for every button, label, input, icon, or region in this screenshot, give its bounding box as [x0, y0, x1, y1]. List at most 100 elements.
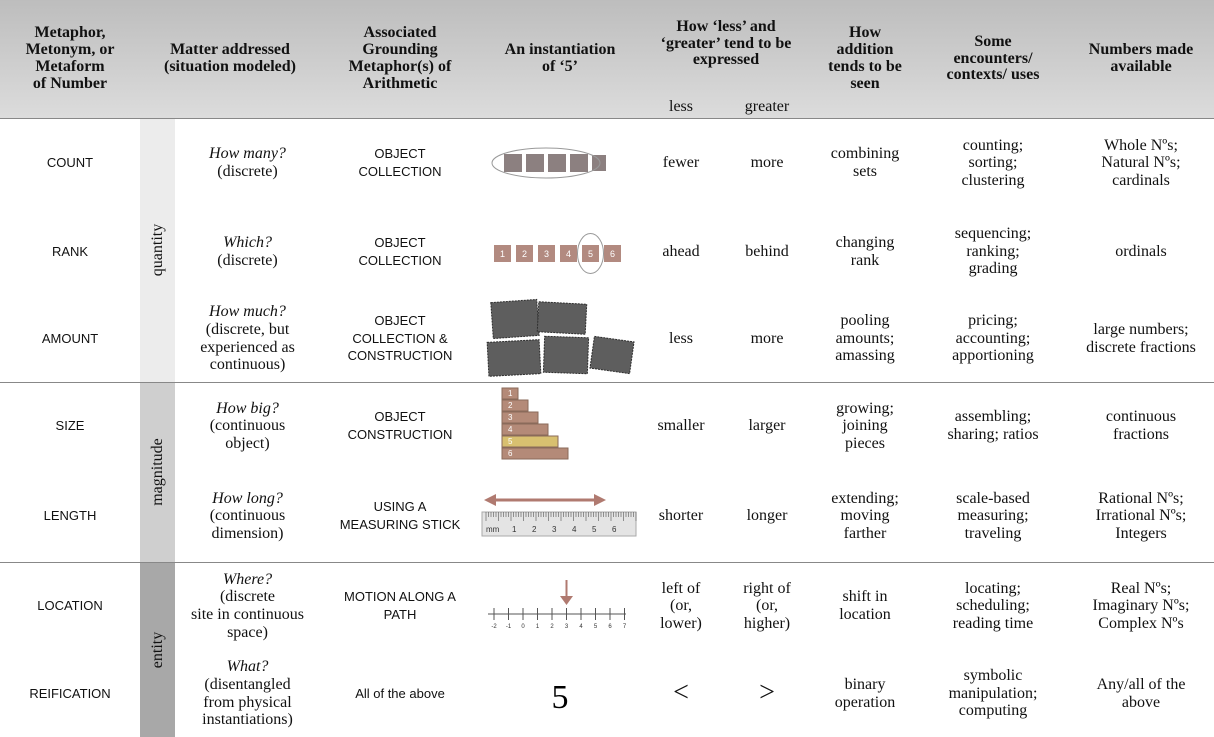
encounters-line: counting; — [962, 136, 1024, 154]
encounters-line: symbolic — [963, 667, 1023, 685]
matter-cell: Which? (discrete) — [175, 208, 320, 295]
size-block — [501, 423, 549, 436]
header-line: tends to be — [828, 58, 902, 75]
illustration-label: 4 — [579, 624, 583, 630]
illustration-label: 5 — [508, 437, 513, 446]
less-cell: < — [640, 650, 722, 737]
illustration-label: -2 — [491, 624, 497, 630]
numbers-line: discrete fractions — [1086, 338, 1196, 356]
header-line: of Number — [32, 74, 108, 92]
object — [548, 154, 566, 172]
addition-line: growing; — [836, 399, 894, 417]
pointer-head — [560, 596, 573, 605]
illustration: 1 2 3 4 5 6 — [494, 233, 621, 274]
numbers-line: Whole Nºs; — [1104, 136, 1178, 154]
matter-detail: instantiations) — [202, 711, 293, 729]
object — [592, 155, 606, 171]
encounters-cell: counting; sorting; clustering — [918, 118, 1068, 208]
grounding-line: PATH — [383, 607, 417, 622]
illustration-label: 6 — [612, 525, 617, 534]
numbers-line: Rational Nºs; — [1098, 489, 1184, 507]
size-block — [501, 447, 569, 460]
greater-cell: more — [722, 295, 812, 382]
encounters-cell: pricing; accounting; apportioning — [918, 295, 1068, 382]
numbers-line: large numbers; — [1093, 320, 1189, 338]
illustration-label: 1 — [512, 525, 517, 534]
addition-cell: shift in location — [812, 562, 918, 650]
illustration-label: 3 — [508, 413, 513, 422]
grounding-line: COLLECTION & — [352, 330, 448, 346]
header-line: Metonym, or — [25, 41, 115, 59]
matter-cell: How much? (discrete, but experienced as con… — [175, 295, 320, 382]
illustration-label: 0 — [521, 624, 525, 630]
size-block — [501, 387, 519, 400]
numbers-cell: large numbers; discrete fractions — [1068, 295, 1214, 382]
row-name-cell: RANK — [0, 208, 140, 295]
less-cell: shorter — [640, 470, 722, 562]
greater-cell: more — [722, 118, 812, 208]
subheader: less — [640, 96, 722, 118]
row-name: COUNT — [46, 155, 94, 171]
numbers-line: Real Nºs; — [1110, 579, 1172, 597]
matter-cell: What? (disentangled from physical instantia… — [175, 650, 320, 737]
illustration-label: 3 — [565, 624, 569, 630]
header-line: seen — [850, 74, 880, 92]
size-block — [501, 399, 529, 412]
illustration-label: mm — [486, 525, 500, 534]
less-line: < — [673, 677, 689, 709]
greater-cell: longer — [722, 470, 812, 562]
less-line: (or, — [669, 597, 692, 615]
header-cell: How ‘less’ and ‘greater’ tend to be expres… — [640, 4, 812, 84]
addition-line: combining — [830, 145, 900, 163]
object — [570, 154, 588, 172]
illustration — [491, 147, 606, 179]
illustration-label: 4 — [572, 525, 577, 534]
header-cell: Metaphor, Metonym, or Metaform of Number — [0, 0, 140, 118]
less-cell: ahead — [640, 208, 722, 295]
grounding-line: MOTION ALONG A — [344, 589, 456, 605]
header-line: of ‘5’ — [542, 58, 578, 75]
numbers-line: above — [1121, 693, 1161, 711]
grounding-cell: OBJECT CONSTRUCTION — [320, 382, 480, 470]
matter-cell: How long? (continuous dimension) — [175, 470, 320, 562]
row-name: AMOUNT — [41, 330, 99, 346]
header-line: Metaphor(s) of — [348, 58, 452, 75]
header-line: expressed — [692, 51, 760, 69]
numbers-line: cardinals — [1112, 171, 1170, 189]
illustration-label: 6 — [508, 449, 513, 458]
illustration-label: 4 — [508, 425, 513, 434]
addition-line: binary — [844, 675, 886, 693]
numbers-line: Integers — [1115, 524, 1167, 542]
less-line: fewer — [662, 154, 700, 172]
row-name-cell: AMOUNT — [0, 295, 140, 382]
matter-detail: (continuous — [209, 507, 286, 525]
addition-line: sets — [853, 163, 877, 180]
header-line: Associated — [363, 24, 437, 42]
addition-line: joining — [842, 417, 888, 435]
matter-question: What? — [226, 658, 269, 676]
less-line: smaller — [657, 417, 705, 435]
matter-detail: (disentangled — [204, 675, 291, 693]
less-cell: left of (or, lower) — [640, 562, 722, 650]
less-line: shorter — [658, 507, 704, 525]
illustration-label: -1 — [506, 624, 512, 630]
header-line: ‘greater’ tend to be — [660, 34, 792, 52]
header-line: (situation modeled) — [164, 58, 296, 75]
ranked-object — [538, 245, 555, 262]
addition-cell: growing; joining pieces — [812, 382, 918, 470]
group-band: quantity — [140, 118, 175, 382]
addition-line: amassing — [835, 347, 895, 365]
grounding-cell: MOTION ALONG A PATH — [320, 562, 480, 650]
clump — [536, 301, 588, 335]
addition-line: pieces — [845, 434, 885, 452]
encounters-line: pricing; — [968, 312, 1018, 330]
collection-ring — [491, 147, 601, 179]
numbers-cell: Any/all of the above — [1068, 650, 1214, 737]
header-cell: Numbers made available — [1068, 0, 1214, 118]
encounters-cell: sequencing; ranking; grading — [918, 208, 1068, 295]
encounters-line: assembling; — [954, 408, 1032, 426]
ranked-object — [582, 245, 599, 262]
illustration: -2 -1 0 1 2 3 4 5 6 7 — [488, 580, 627, 630]
size-block — [501, 411, 539, 424]
matter-cell: How big? (continuous object) — [175, 382, 320, 470]
